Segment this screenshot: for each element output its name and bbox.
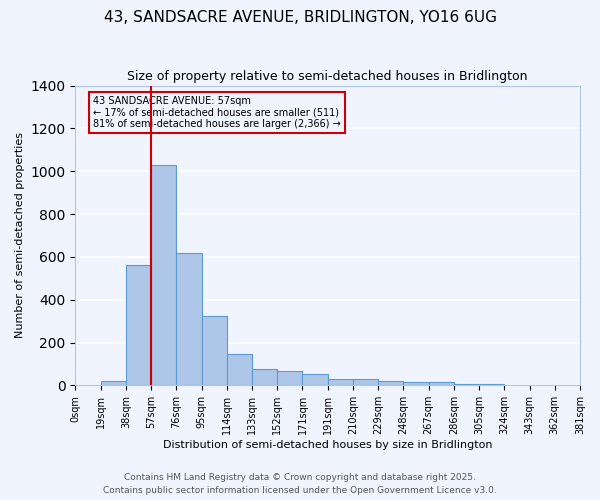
Bar [176, 252, 202, 386]
Bar [328, 379, 353, 386]
Bar [101, 381, 126, 386]
Bar [202, 316, 227, 386]
Bar [252, 368, 277, 386]
Bar [302, 374, 328, 386]
Bar [428, 382, 454, 386]
Bar [454, 384, 479, 386]
Text: 43, SANDSACRE AVENUE, BRIDLINGTON, YO16 6UG: 43, SANDSACRE AVENUE, BRIDLINGTON, YO16 … [104, 10, 497, 25]
Bar [126, 266, 151, 386]
Bar [277, 371, 302, 386]
Bar [227, 354, 252, 386]
Bar [479, 384, 505, 386]
Bar [151, 165, 176, 386]
Text: 43 SANDSACRE AVENUE: 57sqm
← 17% of semi-detached houses are smaller (511)
81% o: 43 SANDSACRE AVENUE: 57sqm ← 17% of semi… [93, 96, 341, 130]
Bar [353, 379, 378, 386]
Text: Contains HM Land Registry data © Crown copyright and database right 2025.
Contai: Contains HM Land Registry data © Crown c… [103, 474, 497, 495]
Title: Size of property relative to semi-detached houses in Bridlington: Size of property relative to semi-detach… [127, 70, 528, 83]
X-axis label: Distribution of semi-detached houses by size in Bridlington: Distribution of semi-detached houses by … [163, 440, 493, 450]
Bar [378, 381, 403, 386]
Y-axis label: Number of semi-detached properties: Number of semi-detached properties [15, 132, 25, 338]
Bar [403, 382, 428, 386]
